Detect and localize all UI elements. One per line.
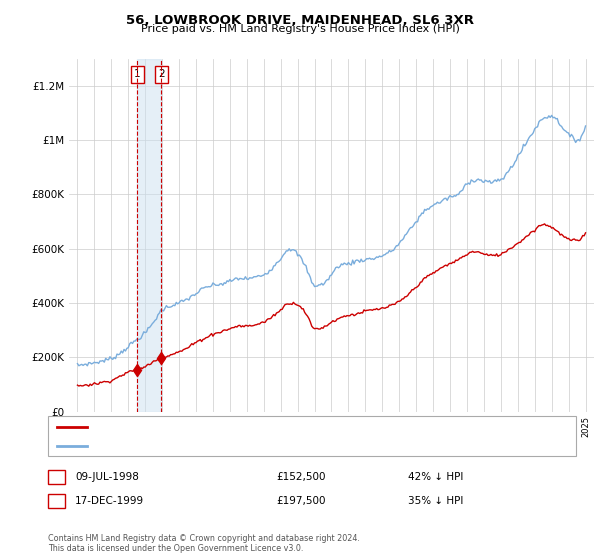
Text: 1: 1 bbox=[134, 69, 140, 80]
Text: Contains HM Land Registry data © Crown copyright and database right 2024.
This d: Contains HM Land Registry data © Crown c… bbox=[48, 534, 360, 553]
Text: 56, LOWBROOK DRIVE, MAIDENHEAD, SL6 3XR: 56, LOWBROOK DRIVE, MAIDENHEAD, SL6 3XR bbox=[126, 14, 474, 27]
Text: 1: 1 bbox=[53, 472, 60, 482]
Text: £197,500: £197,500 bbox=[276, 496, 325, 506]
Text: 17-DEC-1999: 17-DEC-1999 bbox=[75, 496, 144, 506]
Text: Price paid vs. HM Land Registry's House Price Index (HPI): Price paid vs. HM Land Registry's House … bbox=[140, 24, 460, 34]
Text: 56, LOWBROOK DRIVE, MAIDENHEAD, SL6 3XR (detached house): 56, LOWBROOK DRIVE, MAIDENHEAD, SL6 3XR … bbox=[93, 422, 412, 432]
Text: 2: 2 bbox=[53, 496, 60, 506]
Bar bbox=[137, 59, 161, 412]
Text: HPI: Average price, detached house, Windsor and Maidenhead: HPI: Average price, detached house, Wind… bbox=[93, 441, 398, 451]
Text: 2: 2 bbox=[158, 69, 165, 80]
Text: 42% ↓ HPI: 42% ↓ HPI bbox=[408, 472, 463, 482]
Text: £152,500: £152,500 bbox=[276, 472, 325, 482]
Text: 35% ↓ HPI: 35% ↓ HPI bbox=[408, 496, 463, 506]
Text: 09-JUL-1998: 09-JUL-1998 bbox=[75, 472, 139, 482]
